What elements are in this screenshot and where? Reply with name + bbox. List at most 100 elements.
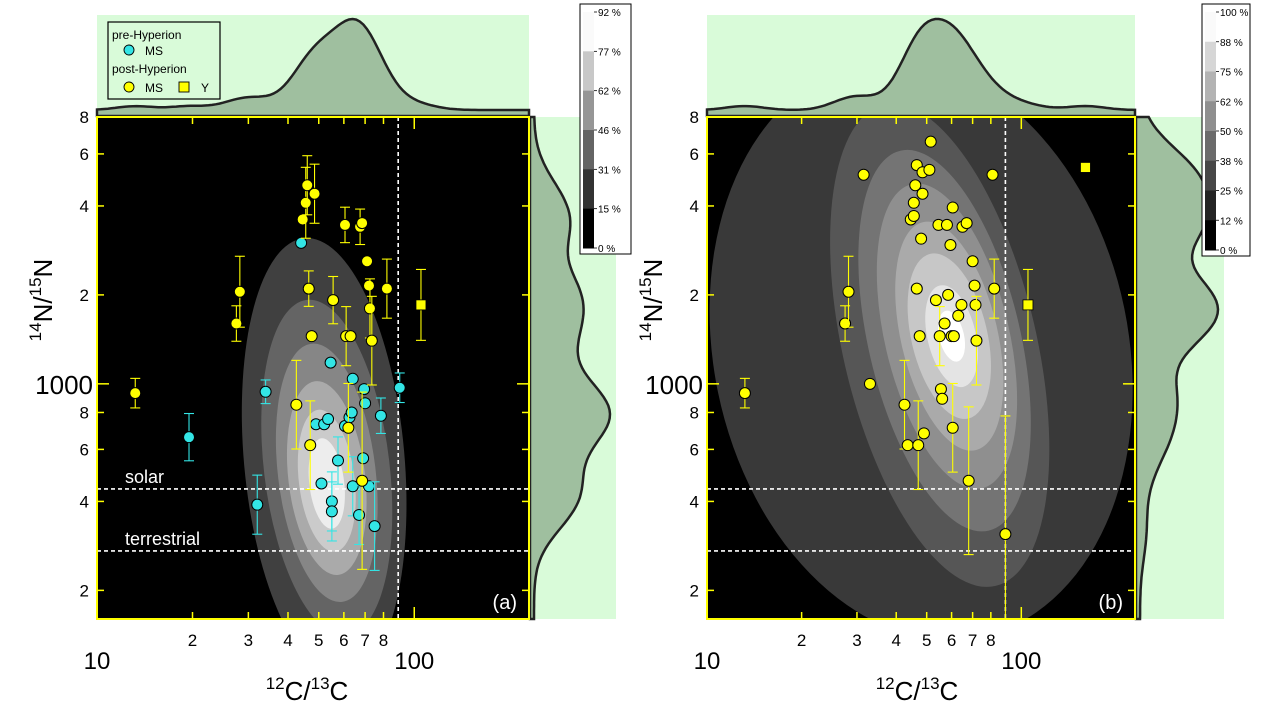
colorbar-label: 92 % [598,8,621,19]
data-point [960,217,973,230]
data-point [942,288,955,301]
data-point [944,239,957,252]
data-point [356,474,369,487]
x-tick-label: 7 [968,631,977,650]
data-point [863,377,876,390]
data-point [947,330,960,343]
data-point [907,209,920,222]
data-point [324,356,337,369]
data-point [842,285,855,298]
colorbar-label: 62 % [598,87,621,98]
x-tick-label: 8 [986,631,995,650]
panel-label: (b) [1099,592,1123,614]
y-tick-label: 6 [80,440,89,459]
colorbar-swatch [583,90,594,131]
data-point [357,452,370,465]
data-point [986,168,999,181]
legend-swatch-circle [123,81,135,93]
legend: pre-Hyperion MS post-Hyperion MS Y [107,21,221,100]
colorbar-label: 62 % [1220,97,1243,108]
data-point [363,302,376,315]
data-point [296,213,309,226]
x-tick-label: 7 [360,631,369,650]
y-axis-label: 14N/15N [636,259,668,342]
legend-heading: post-Hyperion [112,62,187,76]
colorbar-label: 38 % [1220,157,1243,168]
colorbar-swatch [1205,12,1216,43]
legend-swatch-circle [123,44,135,56]
series-pre-hyperion-ms [183,236,406,571]
data-point [962,474,975,487]
data-point [305,330,318,343]
x-tick-label: 8 [379,631,388,650]
panel-label: (a) [493,592,517,614]
data-point [259,385,272,398]
data-point [332,454,345,467]
data-point [917,427,930,440]
y-tick-label: 6 [690,440,699,459]
colorbar-label: 75 % [1220,68,1243,79]
data-point [361,255,374,268]
y-tick-label: 2 [80,286,89,305]
x-marginal-density [705,17,1137,118]
y-marginal-density [528,115,612,621]
colorbar-swatch [1205,220,1216,251]
x-tick-label: 2 [188,631,197,650]
series-post-hyperion-y [1022,162,1091,341]
data-point [325,505,338,518]
y-tick-label: 4 [80,492,89,511]
data-point [368,520,381,533]
colorbar-swatch [583,130,594,170]
x-tick-label: 5 [922,631,931,650]
data-point [970,334,983,347]
data-point [912,439,925,452]
data-point [933,330,946,343]
y-tick-label: 8 [80,403,89,422]
data-points [129,155,427,571]
x-tick-label: 4 [283,631,292,650]
data-point [290,398,303,411]
colorbar-swatch [1205,71,1216,102]
colorbar-label: 77 % [598,47,621,58]
series-post-hyperion-ms [129,155,393,570]
data-point [1022,299,1034,311]
data-point [302,282,315,295]
data-point [946,201,959,214]
data-point [342,421,355,434]
data-point [938,317,951,330]
data-point [345,406,358,419]
data-point [907,196,920,209]
colorbar-swatch [583,51,594,92]
series-post-hyperion-y [415,268,427,341]
colorbar-swatch [1205,131,1216,162]
plot-frame [706,116,1136,620]
y-tick-label: 2 [690,286,699,305]
data-point [365,334,378,347]
colorbar-label: 15 % [598,205,621,216]
x-tick-label: 100 [1001,648,1041,675]
data-point [940,218,953,231]
data-point [362,279,375,292]
data-point [955,298,968,311]
series-post-hyperion-ms [738,135,1012,619]
data-point [322,413,335,426]
colorbar-label: 31 % [598,165,621,176]
data-point [353,508,366,521]
data-point [999,528,1012,541]
data-point [301,179,314,192]
data-point [913,330,926,343]
legend-entry: Y [201,81,209,95]
data-point [346,372,359,385]
data-point [923,163,936,176]
colorbar: 92 % 77 % 62 % 46 % 31 % 15 % 0 % [579,3,632,255]
colorbar-label: 0 % [598,244,615,255]
data-point [374,409,387,422]
data-point [929,294,942,307]
legend-swatch-square [178,81,190,93]
colorbar: 100 % 88 % 75 % 62 % 50 % 38 % 25 % 12 % 0 % [1201,3,1251,257]
reference-line-label: terrestrial [125,529,200,549]
colorbar-label: 50 % [1220,127,1243,138]
svg-text:14N/15N: 14N/15N [26,259,58,342]
data-point [393,381,406,394]
